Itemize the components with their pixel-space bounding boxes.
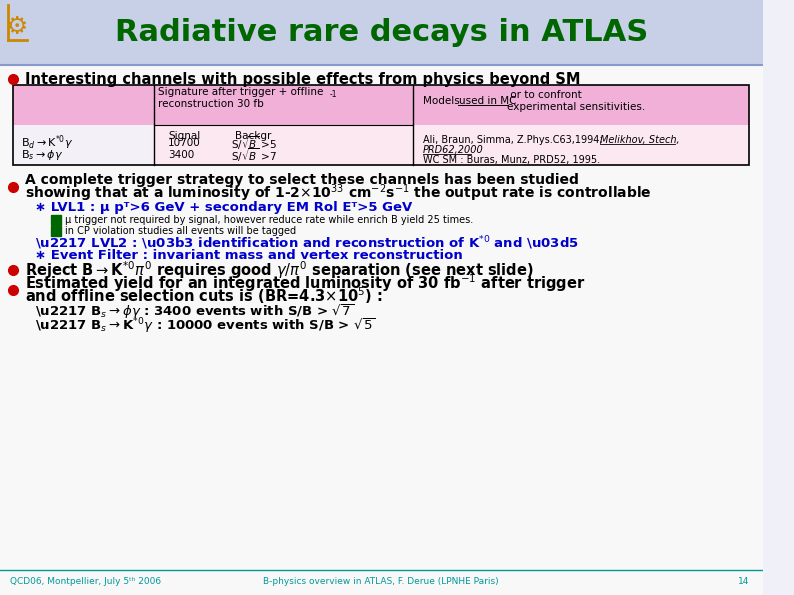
Text: and offline selection cuts is (BR=4.3$\times$10$^5$) :: and offline selection cuts is (BR=4.3$\t… bbox=[25, 286, 383, 306]
Text: Backgr: Backgr bbox=[235, 131, 272, 141]
Text: 10700: 10700 bbox=[168, 138, 201, 148]
Bar bbox=[13, 125, 154, 165]
Text: B$_s$$\rightarrow$$\phi\gamma$: B$_s$$\rightarrow$$\phi\gamma$ bbox=[21, 148, 64, 162]
Text: WC SM : Buras, Munz, PRD52, 1995.: WC SM : Buras, Munz, PRD52, 1995. bbox=[422, 155, 599, 165]
Text: ∗ LVL1 : μ pᵀ>6 GeV + secondary EM Rol Eᵀ>5 GeV: ∗ LVL1 : μ pᵀ>6 GeV + secondary EM Rol E… bbox=[35, 201, 412, 214]
Text: Radiative rare decays in ATLAS: Radiative rare decays in ATLAS bbox=[114, 17, 648, 46]
Text: Models: Models bbox=[422, 96, 463, 106]
Text: \u2217 LVL2 : \u03b3 identification and reconstruction of K$^{*0}$ and \u03d5: \u2217 LVL2 : \u03b3 identification and … bbox=[35, 234, 579, 252]
Text: Interesting channels with possible effects from physics beyond SM: Interesting channels with possible effec… bbox=[25, 71, 580, 86]
Text: B-physics overview in ATLAS, F. Derue (LPNHE Paris): B-physics overview in ATLAS, F. Derue (L… bbox=[264, 577, 499, 585]
Bar bbox=[0, 0, 762, 65]
Bar bbox=[0, 65, 762, 595]
Text: Signal: Signal bbox=[168, 131, 200, 141]
Text: \u2217 B$_s$$\rightarrow$$\phi\gamma$ : 3400 events with S/B > $\sqrt{7}$: \u2217 B$_s$$\rightarrow$$\phi\gamma$ : … bbox=[35, 303, 353, 321]
Text: μ trigger not required by signal, however reduce rate while enrich B yield 25 ti: μ trigger not required by signal, howeve… bbox=[65, 215, 473, 225]
Text: used in MC: used in MC bbox=[459, 96, 517, 106]
Text: B$_d$$\rightarrow$K$^{*0}$$\gamma$: B$_d$$\rightarrow$K$^{*0}$$\gamma$ bbox=[21, 134, 73, 152]
Text: Melikhov, Stech,: Melikhov, Stech, bbox=[600, 135, 680, 145]
Text: QCD06, Montpellier, July 5ᵗʰ 2006: QCD06, Montpellier, July 5ᵗʰ 2006 bbox=[10, 577, 160, 585]
Text: Estimated yield for an integrated luminosity of 30 fb$^{-1}$ after trigger: Estimated yield for an integrated lumino… bbox=[25, 272, 585, 294]
Text: showing that at a luminosity of 1-2$\times$10$^{33}$ cm$^{-2}$s$^{-1}$ the outpu: showing that at a luminosity of 1-2$\tim… bbox=[25, 182, 652, 204]
Text: Ali, Braun, Simma, Z.Phys.C63,1994;: Ali, Braun, Simma, Z.Phys.C63,1994; bbox=[422, 135, 605, 145]
Bar bbox=[13, 85, 750, 125]
Text: or to confront
experimental sensitivities.: or to confront experimental sensitivitie… bbox=[507, 90, 646, 112]
Text: ∗ Event Filter : invariant mass and vertex reconstruction: ∗ Event Filter : invariant mass and vert… bbox=[35, 249, 462, 261]
Text: ⚙: ⚙ bbox=[6, 15, 29, 39]
Text: S/$\sqrt{B}$ >5: S/$\sqrt{B}$ >5 bbox=[230, 134, 276, 152]
Bar bbox=[13, 85, 750, 165]
Text: 14: 14 bbox=[738, 577, 750, 585]
Text: 3400: 3400 bbox=[168, 150, 195, 160]
Text: \u2217 B$_s$$\rightarrow$K$^{*0}$$\gamma$ : 10000 events with S/B > $\sqrt{5}$: \u2217 B$_s$$\rightarrow$K$^{*0}$$\gamma… bbox=[35, 317, 376, 336]
Bar bbox=[13, 125, 750, 165]
Text: in CP violation studies all events will be tagged: in CP violation studies all events will … bbox=[65, 226, 296, 236]
Text: Signature after trigger + offline
reconstruction 30 fb: Signature after trigger + offline recons… bbox=[159, 87, 324, 109]
Text: A complete trigger strategy to select these channels has been studied: A complete trigger strategy to select th… bbox=[25, 173, 579, 187]
Text: Reject B$\rightarrow$K$^{*0}$$\pi^0$ requires good $\gamma/\pi^0$ separation (se: Reject B$\rightarrow$K$^{*0}$$\pi^0$ req… bbox=[25, 259, 534, 281]
Text: PRD62,2000: PRD62,2000 bbox=[422, 145, 484, 155]
Text: S/$\sqrt{B}$ >7: S/$\sqrt{B}$ >7 bbox=[230, 146, 276, 164]
Text: -1: -1 bbox=[330, 89, 337, 99]
